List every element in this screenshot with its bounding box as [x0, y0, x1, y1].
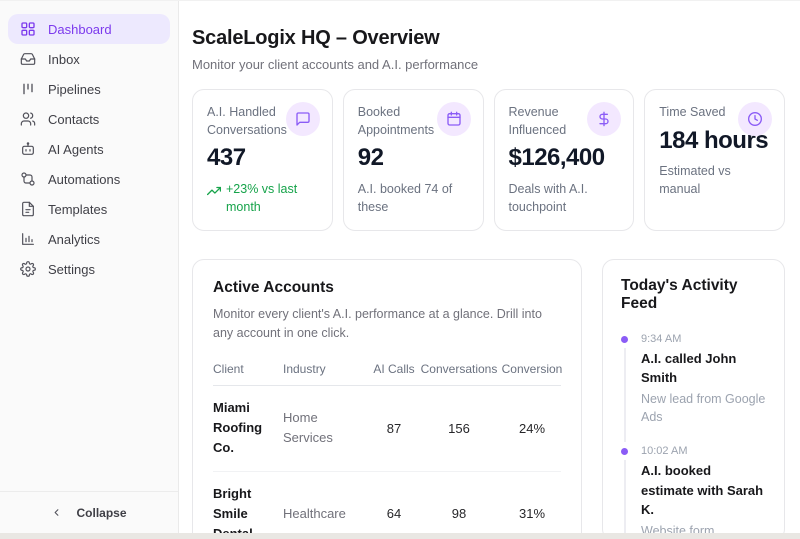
page-subtitle: Monitor your client accounts and A.I. pe…	[192, 57, 479, 72]
timeline-dot-icon	[621, 335, 628, 343]
timeline-connector	[623, 347, 626, 443]
pipelines-icon	[19, 81, 36, 98]
workflow-icon	[19, 171, 36, 188]
stat-label: Time Saved	[659, 105, 726, 119]
active-accounts-panel: Active Accounts Monitor every client's A…	[192, 258, 582, 533]
dashboard-icon	[19, 21, 36, 38]
bar-chart-icon	[19, 231, 36, 248]
col-conversion: Conversion	[501, 361, 563, 376]
stat-value: 92	[357, 144, 384, 171]
table-header: Client Industry AI Calls Conversations C…	[213, 361, 563, 387]
col-industry: Industry	[283, 361, 326, 376]
inbox-icon	[19, 51, 36, 68]
stat-card-appointments: Booked Appointments 92 A.I. booked 74 of…	[342, 89, 484, 231]
dollar-icon	[587, 102, 622, 136]
lower-sections: Active Accounts Monitor every client's A…	[192, 258, 785, 533]
sidebar-item-label: Contacts	[48, 111, 100, 127]
stat-value: $126,400	[508, 144, 606, 171]
chat-bubble-icon	[285, 102, 320, 136]
stats-row: A.I. Handled Conversations 437 +23% vs l…	[192, 89, 785, 231]
collapse-label: Collapse	[76, 505, 127, 520]
sidebar-item-label: Settings	[48, 261, 95, 277]
stat-trend: +23% vs last month	[207, 180, 318, 216]
page-title: ScaleLogix HQ – Overview	[192, 27, 440, 49]
stat-sub: Estimated vs manual	[659, 164, 731, 197]
stat-label: Booked Appointments	[357, 105, 435, 137]
sidebar-item-settings[interactable]: Settings	[8, 254, 170, 284]
clock-icon	[738, 102, 772, 136]
sidebar-item-templates[interactable]: Templates	[8, 194, 170, 224]
sidebar: Dashboard Inbox Pipelines Contacts	[0, 1, 179, 533]
sidebar-item-label: AI Agents	[48, 141, 104, 157]
contacts-icon	[19, 111, 36, 128]
feed-items: 9:34 AM A.I. called John Smith New lead …	[621, 333, 766, 533]
stat-sub: A.I. booked 74 of these	[357, 181, 453, 214]
screenshot-bottom-edge	[0, 533, 800, 539]
sidebar-item-inbox[interactable]: Inbox	[8, 44, 170, 74]
stat-value: 437	[207, 144, 246, 171]
col-client: Client	[213, 361, 244, 376]
col-conversations: Conversations	[420, 361, 498, 376]
main-content: ScaleLogix HQ – Overview Monitor your cl…	[179, 1, 800, 533]
sidebar-item-label: Pipelines	[48, 81, 101, 97]
stat-card-revenue: Revenue Influenced $126,400 Deals with A…	[493, 89, 635, 231]
feed-item: 10:02 AM A.I. booked estimate with Sarah…	[621, 445, 766, 533]
chevron-left-icon	[55, 509, 59, 516]
calendar-icon	[436, 102, 471, 136]
sidebar-item-automations[interactable]: Automations	[8, 164, 170, 194]
timeline-dot-icon	[621, 448, 628, 456]
sidebar-nav: Dashboard Inbox Pipelines Contacts	[0, 14, 178, 491]
accounts-title: Active Accounts	[213, 278, 334, 296]
sidebar-item-label: Automations	[48, 171, 121, 187]
stat-label: A.I. Handled Conversations	[207, 105, 287, 137]
sidebar-item-label: Dashboard	[48, 21, 112, 37]
timeline-connector	[623, 460, 626, 533]
sidebar-item-label: Templates	[48, 201, 108, 217]
trending-up-icon	[207, 186, 221, 195]
stat-card-conversations: A.I. Handled Conversations 437 +23% vs l…	[192, 89, 333, 231]
robot-icon	[19, 141, 36, 158]
sidebar-item-analytics[interactable]: Analytics	[8, 224, 170, 254]
col-ai-calls: AI Calls	[373, 361, 415, 376]
accounts-table: Client Industry AI Calls Conversations C…	[213, 361, 563, 533]
feed-title: Today's Activity Feed	[621, 276, 738, 312]
stat-card-time-saved: Time Saved 184 hours Estimated vs manual	[644, 89, 785, 231]
sidebar-item-pipelines[interactable]: Pipelines	[8, 74, 170, 104]
collapse-button[interactable]: Collapse	[0, 491, 178, 533]
activity-feed-panel: Today's Activity Feed 9:34 AM A.I. calle…	[602, 258, 785, 533]
sidebar-item-label: Inbox	[48, 51, 80, 67]
stat-sub: Deals with A.I. touchpoint	[508, 181, 588, 214]
sidebar-item-label: Analytics	[48, 231, 101, 247]
table-row[interactable]: Bright Smile Dental Healthcare 64 98 31%	[213, 472, 561, 533]
sidebar-item-ai-agents[interactable]: AI Agents	[8, 134, 170, 164]
sidebar-item-dashboard[interactable]: Dashboard	[8, 14, 170, 44]
sidebar-item-contacts[interactable]: Contacts	[8, 104, 170, 134]
accounts-subtitle: Monitor every client's A.I. performance …	[213, 306, 542, 341]
feed-item: 9:34 AM A.I. called John Smith New lead …	[621, 333, 766, 445]
table-row[interactable]: Miami Roofing Co. Home Services 87 156 2…	[213, 386, 561, 472]
gear-icon	[19, 261, 36, 278]
stat-label: Revenue Influenced	[508, 105, 567, 137]
document-icon	[19, 201, 36, 218]
